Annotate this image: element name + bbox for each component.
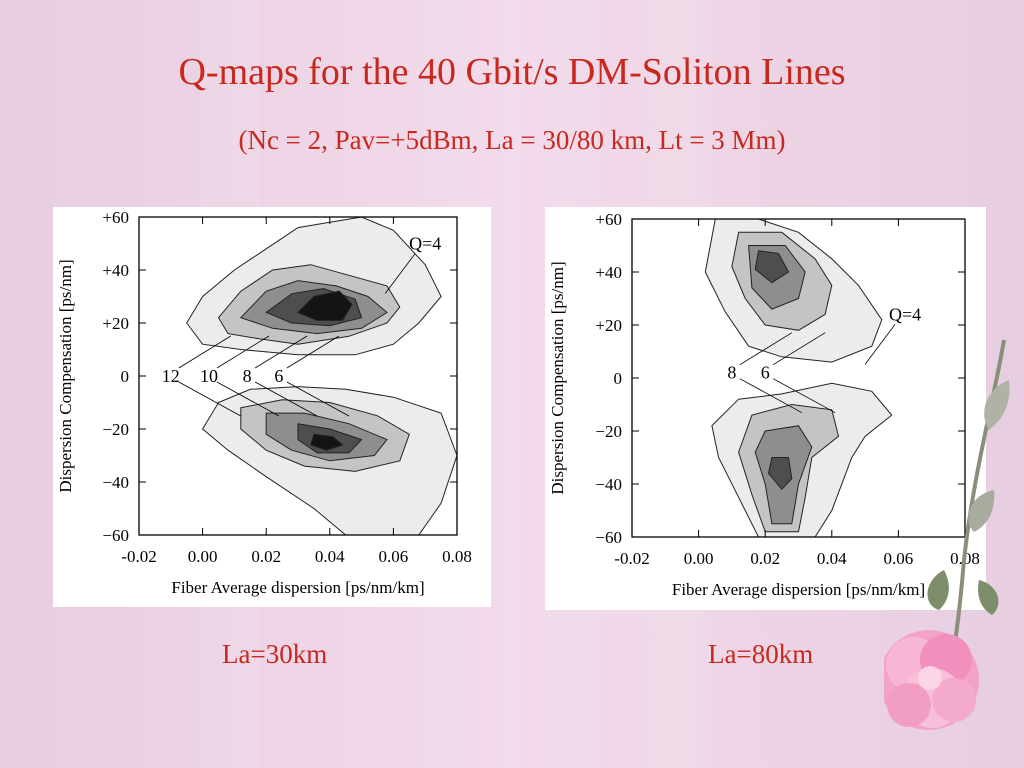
label-leader-line <box>739 378 803 414</box>
qmap-panel-left: +60 +40 +20 0 −20 −40 −60 -0.02 0.00 0.02 0.04 0.06… <box>53 207 491 607</box>
x-tick-label: -0.02 <box>614 549 649 568</box>
y-tick-label: +60 <box>595 210 622 229</box>
contour-region-q12 <box>310 433 344 451</box>
contour-label: 6 <box>274 366 283 386</box>
contour-region-q12 <box>297 290 353 321</box>
contour-label: 10 <box>200 366 218 386</box>
y-tick-label: −40 <box>102 473 129 492</box>
label-leader-line <box>178 381 241 417</box>
x-tick-label: 0.06 <box>884 549 914 568</box>
y-tick-label: −60 <box>102 526 129 545</box>
label-leader-line <box>384 253 416 294</box>
y-tick-label: −40 <box>595 475 622 494</box>
label-leader-line <box>254 335 308 369</box>
qmap-chart-left: +60 +40 +20 0 −20 −40 −60 -0.02 0.00 0.02 0.04 0.06… <box>56 208 472 597</box>
contour-region-q10 <box>767 457 793 491</box>
label-leader-line <box>773 378 836 414</box>
y-tick-label: +40 <box>102 261 129 280</box>
label-leader-line <box>216 335 270 369</box>
contour-label: 8 <box>243 366 252 386</box>
caption-la80: La=80km <box>708 639 814 669</box>
x-tick-label: 0.04 <box>817 549 847 568</box>
caption-la30: La=30km <box>222 639 328 669</box>
y-axis-label: Dispersion Compensation [ps/nm] <box>548 261 567 494</box>
x-tick-label: 0.08 <box>442 547 472 566</box>
label-leader-line <box>216 381 280 417</box>
slide-title: Q-maps for the 40 Gbit/s DM-Soliton Line… <box>178 51 846 93</box>
contour-region-q10 <box>754 250 790 284</box>
y-tick-label: −20 <box>595 422 622 441</box>
x-axis-label: Fiber Average dispersion [ps/nm/km] <box>171 578 424 597</box>
x-tick-label: 0.04 <box>315 547 345 566</box>
x-tick-label: -0.02 <box>121 547 156 566</box>
label-leader-line <box>178 335 232 369</box>
label-leader-line <box>739 332 793 366</box>
contour-label: Q=4 <box>409 234 441 254</box>
y-tick-label: +20 <box>595 316 622 335</box>
contour-label: 8 <box>727 363 736 383</box>
y-tick-label: 0 <box>614 369 623 388</box>
y-axis-label: Dispersion Compensation [ps/nm] <box>56 259 75 492</box>
y-tick-label: +40 <box>595 263 622 282</box>
y-tick-label: 0 <box>121 367 130 386</box>
y-tick-label: −60 <box>595 528 622 547</box>
y-tick-label: +20 <box>102 314 129 333</box>
qmap-panel-right: +60 +40 +20 0 −20 −40 −60 -0.02 0.00 0.02 0.04 0.06… <box>545 207 986 610</box>
label-leader-line <box>772 332 826 366</box>
carnation-flower-decoration <box>884 339 1010 730</box>
contour-label: Q=4 <box>889 304 921 324</box>
x-axis-label: Fiber Average dispersion [ps/nm/km] <box>672 580 925 599</box>
x-tick-label: 0.00 <box>188 547 218 566</box>
label-leader-line <box>864 324 896 365</box>
label-leader-line <box>286 335 340 369</box>
x-tick-label: 0.00 <box>684 549 714 568</box>
label-leader-line <box>286 381 350 417</box>
y-tick-label: +60 <box>102 208 129 227</box>
contour-label: 12 <box>162 366 180 386</box>
slide-subtitle: (Nc = 2, Pav=+5dBm, La = 30/80 km, Lt = … <box>238 125 786 155</box>
label-leader-line <box>254 381 318 417</box>
contour-label: 6 <box>761 363 770 383</box>
x-tick-label: 0.02 <box>251 547 281 566</box>
x-tick-label: 0.02 <box>750 549 780 568</box>
x-tick-label: 0.06 <box>379 547 409 566</box>
y-tick-label: −20 <box>102 420 129 439</box>
qmap-chart-right: +60 +40 +20 0 −20 −40 −60 -0.02 0.00 0.02 0.04 0.06… <box>548 210 980 599</box>
